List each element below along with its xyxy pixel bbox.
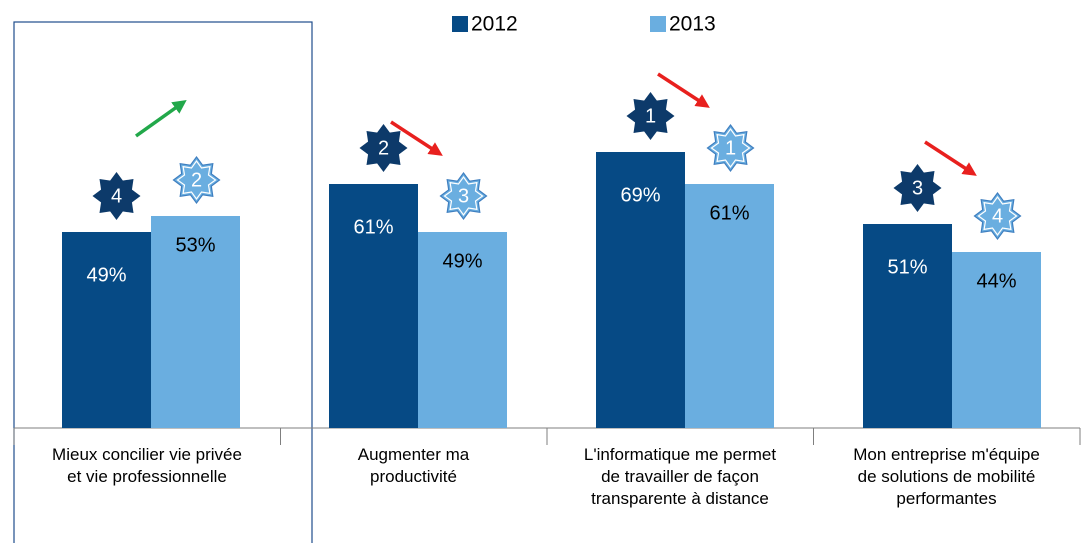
x-tick-label: L'informatique me permet de travailler d… [583,445,777,508]
bar [952,252,1041,428]
legend-swatch [452,16,468,32]
bar [151,216,240,428]
rank-label: 2 [378,137,389,159]
value-label: 44% [976,270,1016,292]
rank-badge [706,123,755,173]
rank-label: 3 [912,177,923,199]
rank-badge-inner [176,159,217,201]
rank-badge-inner [977,195,1018,237]
value-label: 61% [709,202,749,224]
value-label: 49% [86,264,126,286]
value-label: 61% [353,216,393,238]
legend-label: 2013 [669,13,716,36]
bar [62,232,151,428]
rank-badge-inner [710,127,751,169]
value-label: 53% [175,234,215,256]
bar [596,152,685,428]
trend-arrow [390,120,443,156]
bar [418,232,507,428]
rank-badge [626,91,675,141]
rank-label: 3 [458,185,469,207]
trend-arrow [134,99,187,138]
rank-label: 1 [725,137,736,159]
rank-badge [92,171,141,221]
value-label: 69% [620,184,660,206]
rank-label: 2 [191,169,202,191]
legend-swatch [650,16,666,32]
rank-badge [439,171,488,221]
highlight-box [13,21,313,543]
rank-badge [172,155,221,205]
value-label: 51% [887,256,927,278]
trend-arrow [924,140,977,176]
x-tick-label: Mon entreprise m'équipe de solutions de … [853,445,1040,508]
rank-label: 1 [645,105,656,127]
bar [329,184,418,428]
rank-label: 4 [992,205,1003,227]
x-tick-label: Augmenter ma productivité [357,445,470,486]
bar [863,224,952,428]
bar [685,184,774,428]
x-tick-label: Mieux concilier vie privée et vie profes… [52,445,242,486]
legend-label: 2012 [471,13,518,36]
rank-badge-inner [443,175,484,217]
trend-arrow [657,72,710,108]
value-label: 49% [442,250,482,272]
rank-badge [973,191,1022,241]
rank-label: 4 [111,185,122,207]
rank-badge [893,163,942,213]
rank-badge [359,123,408,173]
